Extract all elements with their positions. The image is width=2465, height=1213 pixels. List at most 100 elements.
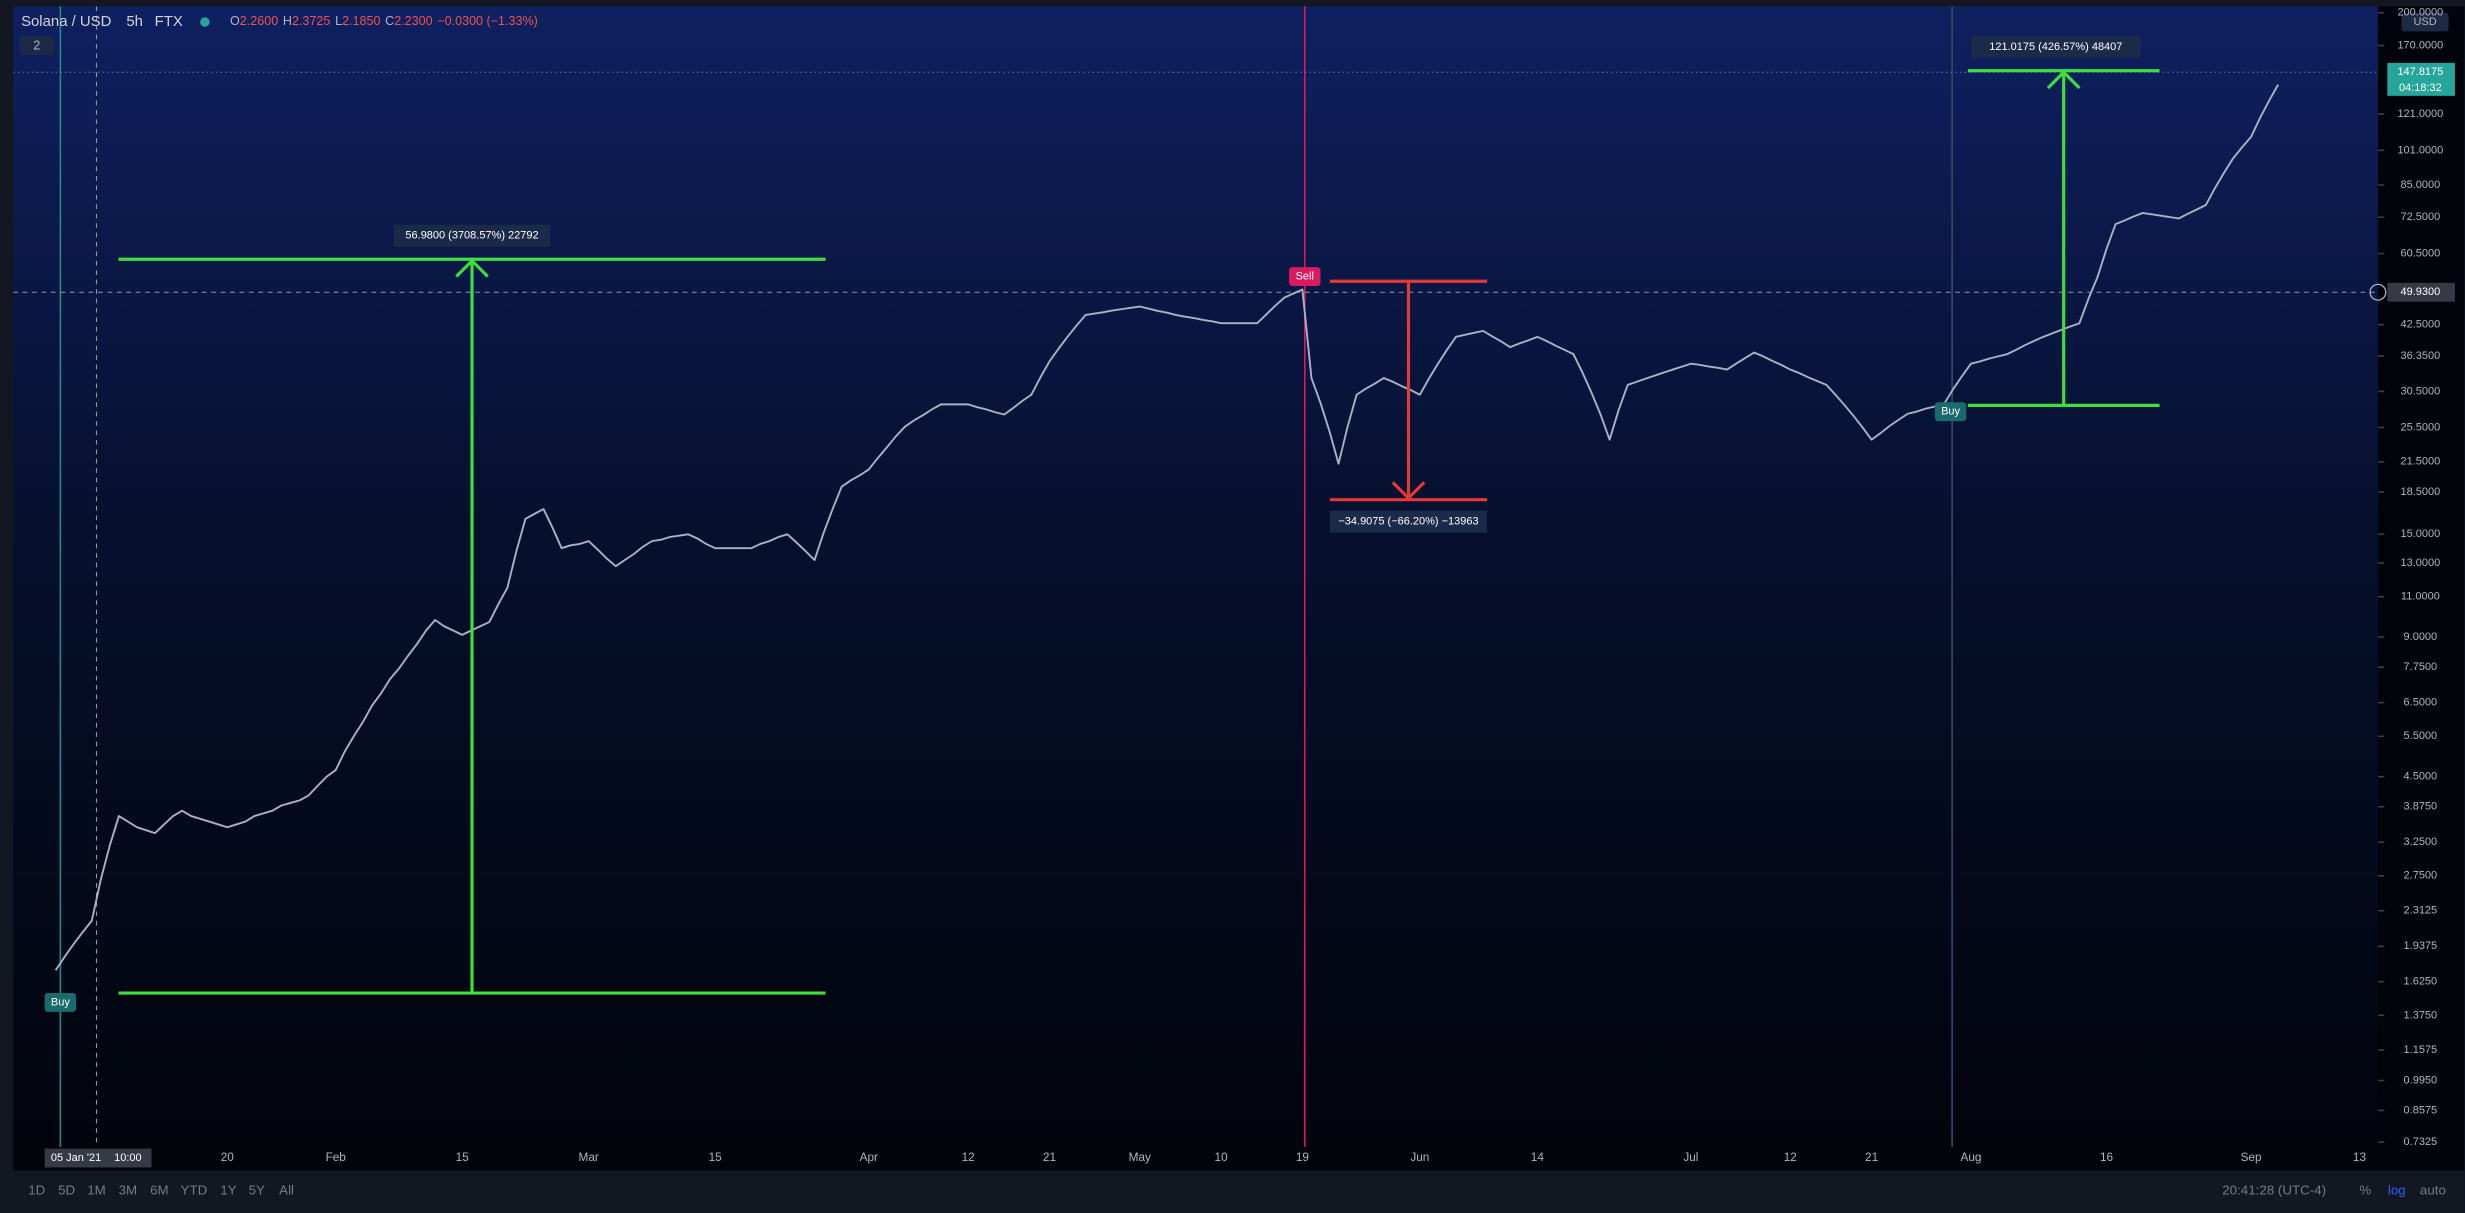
ohlc-value: 2.3725: [292, 14, 330, 28]
measure-label: 56.9800 (3708.57%) 22792: [405, 230, 538, 242]
measure-box: [393, 224, 551, 247]
range-button[interactable]: 1Y: [220, 1183, 236, 1198]
y-tick-label: 5.5000: [2404, 730, 2438, 742]
y-tick-label: 30.5000: [2401, 385, 2441, 397]
x-tick-label: 15: [456, 1151, 470, 1164]
x-tick-label: Apr: [860, 1151, 878, 1164]
y-tick-label: 25.5000: [2401, 421, 2441, 433]
x-tick-label: 16: [2100, 1151, 2114, 1164]
y-tick-label: 1.9375: [2404, 940, 2438, 952]
x-tick-label: Aug: [1961, 1151, 1982, 1164]
y-tick-label: 42.5000: [2401, 319, 2441, 331]
x-tick-label: Jul: [1683, 1151, 1698, 1164]
x-tick-label: 20: [221, 1151, 235, 1164]
y-tick-label: 21.5000: [2401, 456, 2441, 468]
percent-toggle[interactable]: %: [2359, 1183, 2371, 1198]
y-tick-label: 85.0000: [2401, 179, 2441, 191]
x-tick-label: Jun: [1410, 1151, 1429, 1164]
ohlc-key: H: [283, 14, 292, 28]
ohlc-change: −0.0300 (−1.33%): [437, 14, 537, 28]
x-tick-label: Sep: [2241, 1151, 2262, 1164]
ohlc: O2.2600 H2.3725 L2.1850 C2.2300 −0.0300 (−1.…: [230, 14, 538, 28]
x-tick-label: 19: [1296, 1151, 1309, 1164]
price-axis: [2377, 6, 2465, 1148]
x-tick-label: 21: [1865, 1151, 1878, 1164]
x-tick-label: 21: [1043, 1151, 1056, 1164]
range-button[interactable]: 1M: [87, 1183, 106, 1198]
y-tick-label: 1.1575: [2404, 1044, 2438, 1056]
range-button[interactable]: All: [279, 1183, 294, 1198]
measure-label: 121.0175 (426.57%) 48407: [1989, 41, 2122, 53]
range-button[interactable]: 5D: [58, 1183, 75, 1198]
currency[interactable]: USD: [2413, 16, 2436, 28]
buy-marker: [44, 993, 77, 1012]
crosshair-time: 10:00: [114, 1152, 142, 1164]
ohlc-value: 2.2300: [394, 14, 432, 28]
exchange: FTX: [155, 13, 183, 30]
last-price-box: [2387, 62, 2455, 96]
log-toggle[interactable]: log: [2388, 1183, 2406, 1198]
y-tick-label: 36.3500: [2401, 350, 2441, 362]
range-button[interactable]: 1D: [28, 1183, 45, 1198]
y-tick-label: 0.9950: [2404, 1074, 2438, 1086]
x-tick-label: 14: [1531, 1151, 1545, 1164]
y-tick-label: 3.2500: [2404, 836, 2438, 848]
y-tick-label: 13.0000: [2401, 557, 2441, 569]
measure-box: [1970, 36, 2141, 59]
indicators-count[interactable]: 2: [33, 39, 40, 53]
arrow-head: [2046, 70, 2081, 90]
status-dot: [200, 17, 210, 27]
auto-toggle[interactable]: auto: [2420, 1183, 2446, 1198]
range-button[interactable]: 6M: [150, 1183, 169, 1198]
y-tick-label: 1.3750: [2404, 1009, 2438, 1021]
range-button[interactable]: 5Y: [249, 1183, 265, 1198]
indicators-toggle[interactable]: [19, 36, 55, 55]
buy-marker: [1934, 402, 1967, 422]
y-tick-label: 60.5000: [2401, 247, 2441, 259]
y-tick-label: 0.7325: [2404, 1136, 2438, 1148]
crosshair-price-box: [2387, 282, 2455, 302]
sell-marker: [1289, 267, 1321, 286]
y-tick-label: 3.8750: [2404, 801, 2438, 813]
x-tick-label: Feb: [326, 1151, 347, 1164]
x-tick-label: 13: [2353, 1151, 2367, 1164]
add-alert-button[interactable]: [2369, 283, 2387, 301]
y-tick-label: 9.0000: [2404, 631, 2438, 643]
x-tick-label: 10: [1215, 1151, 1229, 1164]
measure-up: [118, 257, 826, 995]
y-tick-label: 15.0000: [2401, 528, 2441, 540]
ohlc-key: O: [230, 14, 240, 28]
range-button[interactable]: 3M: [119, 1183, 138, 1198]
y-tick-label: 200.0000: [2397, 7, 2443, 19]
y-tick-label: 121.0000: [2397, 108, 2443, 120]
plot-area: [13, 6, 2378, 1148]
x-tick-label: May: [1129, 1151, 1151, 1164]
interval[interactable]: 5h: [126, 13, 143, 30]
symbol[interactable]: Solana / USD: [21, 13, 112, 30]
sell-label: Sell: [1296, 270, 1314, 282]
ohlc-value: 2.2600: [240, 14, 278, 28]
y-tick-label: 18.5000: [2401, 486, 2441, 498]
x-tick-label: 12: [1784, 1151, 1797, 1164]
crosshair-date: 05 Jan '21: [51, 1152, 101, 1164]
y-tick-label: 101.0000: [2397, 144, 2443, 156]
crosshair-time-box: [44, 1148, 152, 1168]
ohlc-value: 2.1850: [342, 14, 380, 28]
y-tick-label: 72.5000: [2401, 211, 2441, 223]
measure-down: [1329, 279, 1488, 502]
y-tick-label: 170.0000: [2397, 39, 2443, 51]
currency-button[interactable]: [2401, 12, 2449, 32]
bottom-toolbar: [0, 1170, 2465, 1213]
range-buttons: 1D 5D 1M 3M 6M YTD 1Y 5Y All: [28, 1183, 294, 1198]
countdown: 04:18:32: [2399, 82, 2442, 94]
price-line: [54, 84, 2279, 971]
arrow-head: [1391, 481, 1426, 501]
measure-up: [1967, 69, 2160, 407]
y-tick-label: 6.5000: [2404, 697, 2438, 709]
x-tick-label: 15: [709, 1151, 723, 1164]
arrow-head: [455, 258, 489, 278]
y-tick-label: 2.3125: [2404, 905, 2438, 917]
range-button[interactable]: YTD: [181, 1183, 208, 1198]
x-tick-label: Mar: [579, 1151, 599, 1164]
